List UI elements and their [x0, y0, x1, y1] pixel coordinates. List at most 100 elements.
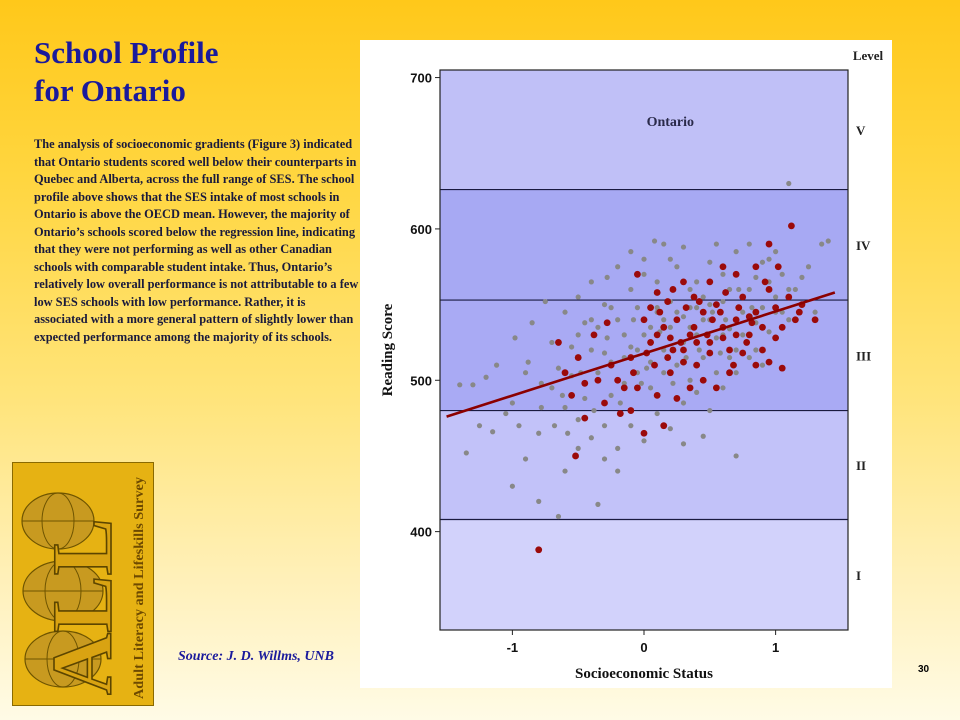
data-point — [588, 279, 594, 285]
data-point — [717, 350, 723, 356]
data-point — [590, 331, 598, 339]
data-point — [483, 374, 489, 380]
data-point — [706, 278, 714, 286]
data-point — [493, 362, 500, 368]
data-point — [746, 286, 752, 293]
data-point — [795, 308, 803, 316]
data-point — [641, 438, 647, 444]
level-band-iv — [440, 189, 848, 301]
data-point — [700, 294, 706, 300]
data-point — [680, 278, 687, 286]
data-point — [740, 332, 746, 338]
data-point — [694, 389, 700, 395]
data-point — [667, 426, 673, 432]
data-point — [628, 249, 634, 255]
data-point — [660, 422, 668, 430]
data-point — [582, 320, 588, 326]
data-point — [733, 347, 739, 353]
data-point — [654, 410, 660, 417]
data-point — [621, 332, 627, 338]
logo-letters: ALL — [34, 518, 130, 695]
data-point — [562, 309, 568, 315]
data-point — [588, 347, 594, 353]
data-point — [634, 347, 641, 353]
data-point — [588, 317, 594, 323]
data-point — [786, 180, 792, 187]
data-point — [746, 354, 752, 361]
level-label: II — [856, 458, 866, 473]
data-point — [673, 395, 681, 402]
data-point — [713, 370, 719, 376]
y-tick-label: 500 — [410, 373, 432, 388]
data-point — [516, 423, 522, 429]
data-point — [503, 410, 509, 417]
data-point — [575, 294, 581, 300]
data-point — [604, 335, 610, 341]
data-point — [666, 334, 674, 342]
data-point — [686, 384, 694, 392]
data-point — [669, 286, 677, 293]
data-point — [641, 256, 647, 262]
data-point — [549, 385, 555, 391]
data-point — [669, 346, 677, 354]
data-point — [732, 270, 740, 278]
data-point — [680, 441, 687, 447]
data-point — [559, 392, 565, 399]
data-point — [601, 399, 608, 407]
data-point — [739, 349, 747, 357]
data-point — [647, 324, 654, 330]
data-point — [825, 238, 831, 244]
data-point — [680, 346, 687, 354]
data-point — [693, 339, 701, 346]
slide-number: 30 — [918, 664, 930, 675]
level-band-ii — [440, 410, 848, 520]
level-band-v — [440, 70, 848, 190]
level-band-i — [440, 519, 848, 630]
data-point — [752, 361, 760, 369]
data-point — [651, 238, 658, 244]
data-point — [707, 407, 713, 414]
data-point — [774, 263, 782, 271]
level-header: Level — [853, 48, 884, 63]
data-point — [812, 309, 818, 315]
data-point — [575, 445, 581, 451]
chart-panel: I II III IV V 400 500 600 700 -1 0 1 Ontario Level Soc… — [360, 40, 892, 688]
data-point — [538, 404, 544, 411]
data-point — [674, 264, 680, 270]
all-survey-logo: ALL Adult Literacy and Lifeskills Survey — [12, 462, 154, 706]
data-point — [664, 354, 672, 361]
data-point — [562, 404, 568, 411]
data-point — [549, 339, 555, 346]
data-point — [765, 358, 773, 366]
data-point — [490, 429, 496, 435]
data-point — [753, 274, 759, 280]
data-point — [733, 249, 739, 255]
data-point — [759, 362, 766, 368]
data-point — [661, 317, 667, 323]
data-point — [667, 324, 673, 330]
x-tick-label: 0 — [640, 640, 647, 655]
data-point — [765, 240, 773, 248]
data-point — [736, 286, 742, 293]
data-point — [664, 298, 672, 305]
data-point — [522, 456, 529, 462]
data-point — [712, 301, 720, 308]
data-point — [595, 501, 601, 507]
data-point — [638, 380, 644, 386]
regression-line — [446, 291, 836, 418]
data-point — [687, 377, 693, 383]
data-point — [647, 339, 654, 346]
x-tick-label: 1 — [772, 640, 779, 655]
data-point — [647, 385, 654, 391]
slide-title: School Profile for Ontario — [34, 34, 219, 110]
level-label: III — [856, 348, 871, 363]
data-point — [779, 271, 785, 277]
data-point — [674, 309, 680, 315]
data-point — [647, 304, 654, 312]
data-point — [733, 453, 739, 459]
data-point — [628, 286, 634, 293]
data-point — [720, 298, 726, 305]
data-point — [653, 289, 661, 296]
data-point — [608, 392, 614, 399]
data-point — [752, 308, 760, 316]
